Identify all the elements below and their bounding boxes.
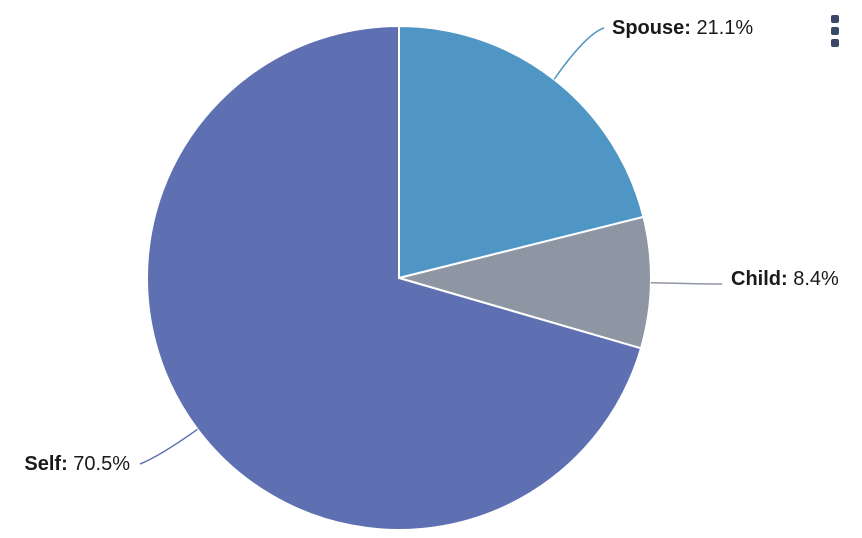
data-labels: Spouse: 21.1% Child: 8.4% Self: 70.5% <box>24 17 839 475</box>
pie-slices <box>146 24 652 531</box>
label-connectors <box>139 27 723 465</box>
data-label-spouse: Spouse: 21.1% <box>612 17 753 39</box>
data-label-value: 21.1% <box>691 17 753 39</box>
data-label-value: 70.5% <box>68 453 130 475</box>
pie-slice-self[interactable] <box>146 24 643 531</box>
data-label-name: Spouse: <box>612 17 691 39</box>
connector-self <box>139 428 198 465</box>
menu-dots-icon <box>831 27 839 35</box>
connector-child <box>650 282 723 285</box>
pie-slice-child[interactable] <box>395 215 652 350</box>
data-label-value: 8.4% <box>788 268 839 290</box>
data-label-self: Self: 70.5% <box>24 453 130 475</box>
menu-dots-icon <box>831 39 839 47</box>
chart-menu-button[interactable] <box>824 12 846 50</box>
menu-dots-icon <box>831 15 839 23</box>
data-label-name: Self: <box>24 453 67 475</box>
data-label-child: Child: 8.4% <box>731 268 839 290</box>
connector-spouse <box>553 27 605 80</box>
data-label-name: Child: <box>731 268 788 290</box>
